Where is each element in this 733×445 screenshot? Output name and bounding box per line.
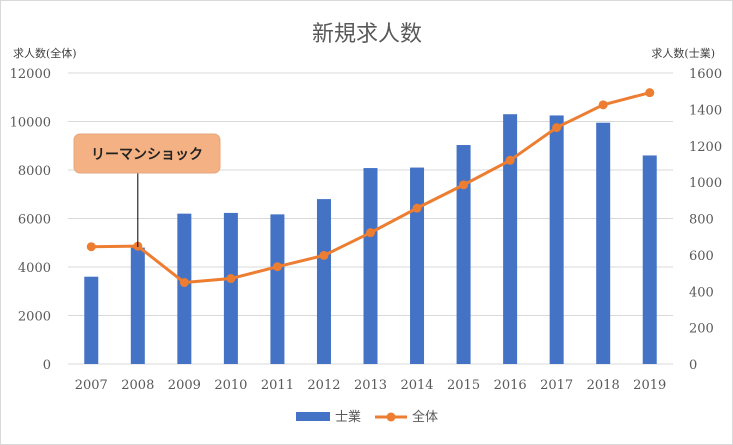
x-tick-label: 2015 bbox=[447, 378, 480, 393]
bar bbox=[130, 247, 145, 364]
bar bbox=[642, 155, 657, 364]
x-tick-label: 2012 bbox=[307, 378, 340, 393]
bar bbox=[84, 276, 99, 364]
bar bbox=[270, 214, 285, 364]
bar bbox=[549, 115, 564, 364]
right-axis-title: 求人数(士業) bbox=[651, 47, 715, 60]
left-tick-label: 10000 bbox=[10, 116, 51, 131]
bar bbox=[456, 145, 471, 364]
left-tick-label: 12000 bbox=[10, 67, 51, 82]
x-tick-label: 2011 bbox=[261, 378, 294, 393]
x-tick-label: 2018 bbox=[587, 378, 620, 393]
right-tick-label: 1600 bbox=[689, 67, 722, 82]
x-tick-label: 2008 bbox=[121, 378, 154, 393]
right-tick-label: 600 bbox=[689, 249, 714, 264]
left-tick-label: 4000 bbox=[18, 261, 51, 276]
line-point bbox=[272, 262, 282, 272]
bar bbox=[503, 114, 518, 364]
right-tick-label: 1200 bbox=[689, 140, 722, 155]
x-axis-ticks: 2007 2008 2009 2010 2011 2012 2013 2014 2015 2016… bbox=[75, 378, 667, 393]
bar-series bbox=[84, 114, 657, 365]
line-point bbox=[179, 278, 189, 288]
bar bbox=[410, 167, 425, 364]
left-tick-label: 8000 bbox=[18, 164, 51, 179]
line-point bbox=[86, 242, 96, 252]
x-tick-label: 2019 bbox=[633, 378, 666, 393]
legend-swatch-bar bbox=[296, 412, 330, 421]
line-point bbox=[366, 228, 375, 238]
legend-swatch-marker bbox=[386, 412, 396, 422]
annotation-box bbox=[73, 133, 221, 174]
bar bbox=[316, 199, 331, 364]
left-axis-ticks: 0 2000 4000 6000 8000 10000 12000 bbox=[10, 67, 51, 373]
line-point bbox=[459, 180, 469, 190]
bar bbox=[223, 212, 238, 364]
left-axis-title: 求人数(全体) bbox=[13, 46, 77, 60]
right-tick-label: 800 bbox=[689, 213, 714, 228]
line-point bbox=[598, 100, 608, 110]
line-point bbox=[412, 203, 422, 213]
left-tick-label: 6000 bbox=[18, 213, 51, 228]
bar bbox=[363, 168, 378, 364]
x-tick-label: 2010 bbox=[214, 378, 247, 393]
right-tick-label: 200 bbox=[689, 322, 714, 337]
line-point bbox=[226, 274, 236, 284]
line-series bbox=[86, 88, 655, 288]
x-tick-label: 2014 bbox=[400, 378, 433, 393]
chart-title: 新規求人数 bbox=[312, 22, 422, 47]
line-point bbox=[645, 88, 655, 98]
legend: 士業 全体 bbox=[296, 409, 438, 425]
line-point bbox=[552, 123, 562, 133]
left-tick-label: 0 bbox=[43, 358, 51, 373]
right-tick-label: 400 bbox=[689, 285, 714, 300]
right-tick-label: 1400 bbox=[689, 103, 722, 118]
annotation-label: リーマンショック bbox=[91, 147, 203, 163]
x-tick-label: 2009 bbox=[168, 378, 201, 393]
x-tick-label: 2016 bbox=[494, 378, 527, 393]
right-tick-label: 0 bbox=[689, 358, 697, 373]
legend-label-bar: 士業 bbox=[335, 409, 361, 425]
annotation: リーマンショック bbox=[73, 133, 221, 247]
line-point bbox=[505, 155, 515, 165]
bar bbox=[177, 213, 192, 364]
line-point bbox=[319, 250, 329, 260]
right-tick-label: 1000 bbox=[689, 176, 722, 191]
bar bbox=[596, 122, 611, 365]
legend-label-line: 全体 bbox=[412, 409, 438, 425]
x-tick-label: 2007 bbox=[75, 378, 108, 393]
x-tick-label: 2017 bbox=[540, 378, 573, 393]
left-tick-label: 2000 bbox=[18, 310, 51, 325]
right-axis-ticks: 0 200 400 600 800 1000 1200 1400 1600 bbox=[689, 67, 722, 373]
x-tick-label: 2013 bbox=[354, 378, 387, 393]
